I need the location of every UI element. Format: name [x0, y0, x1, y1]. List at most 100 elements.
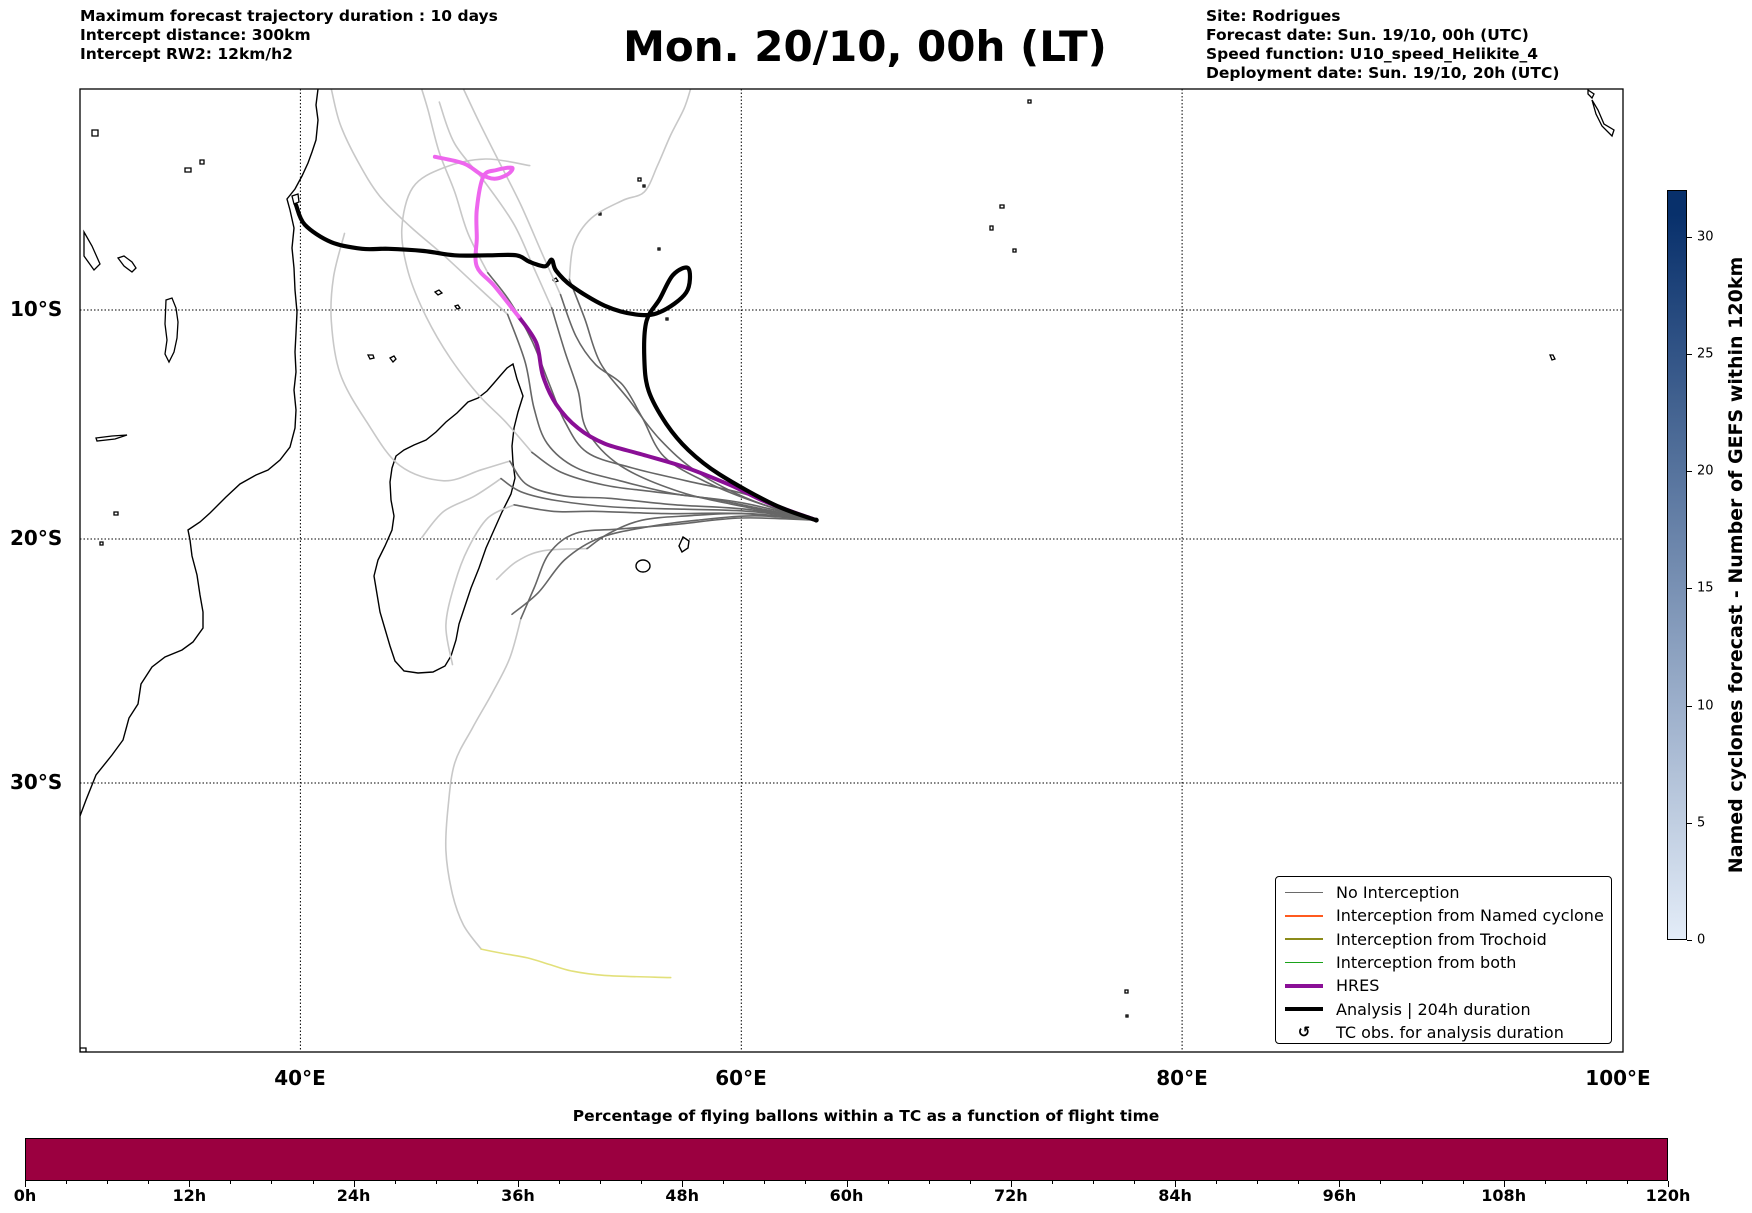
- analysis-track: [293, 202, 819, 523]
- ensemble-track-dark-4: [550, 307, 817, 521]
- colorbar-bottom-tick-label: 36h: [501, 1186, 535, 1205]
- colorbar-bottom-tick: [641, 1181, 643, 1184]
- ensemble-track-light-6: [445, 504, 515, 666]
- small-islands: [80, 89, 1615, 1052]
- site-text: Site: Rodrigues: [1206, 7, 1341, 25]
- colorbar-right-tick-label: 5: [1697, 815, 1706, 831]
- legend-item-both: Interception from both: [1282, 951, 1605, 974]
- map-gridlines: [80, 89, 1623, 1052]
- forecast-date-text: Forecast date: Sun. 19/10, 00h (UTC): [1206, 26, 1529, 44]
- legend-swatch-hres: [1285, 983, 1323, 988]
- colorbar-bottom-tick-label: 12h: [172, 1186, 207, 1205]
- colorbar-right-tick: [1687, 705, 1692, 707]
- legend-item-named-cyclone: Interception from Named cyclone: [1282, 904, 1605, 927]
- intercept-rw2-text: Intercept RW2: 12km/h2: [80, 45, 293, 63]
- ensemble-track-dark-2: [509, 460, 817, 521]
- legend-label-hres: HRES: [1336, 976, 1380, 996]
- ensemble-track-light-9: [420, 477, 502, 539]
- hres-track-late: [432, 154, 521, 319]
- header-left-info: Maximum forecast trajectory duration : 1…: [80, 7, 498, 64]
- madagascar-coastline: [373, 362, 524, 674]
- colorbar-bottom-tick: [517, 1181, 519, 1187]
- colorbar-bottom-tick: [394, 1181, 396, 1184]
- ensemble-tracks-yellow: [480, 948, 672, 979]
- hres-track-early: [516, 314, 819, 523]
- colorbar-right-tick: [1687, 940, 1692, 941]
- legend-swatch-no-interception: [1285, 891, 1323, 894]
- colorbar-bottom-tick: [682, 1181, 684, 1187]
- legend-swatch-named-cyclone: [1285, 915, 1323, 917]
- colorbar-right-tick: [1687, 588, 1692, 590]
- map-title: Mon. 20/10, 00h (LT): [623, 22, 1107, 71]
- ensemble-track-yellow-0: [480, 948, 672, 979]
- colorbar-bottom-tick: [723, 1181, 725, 1184]
- mauritius-island: [678, 535, 690, 554]
- legend-item-analysis: Analysis | 204h duration: [1282, 997, 1605, 1020]
- named-cyclones-colorbar-label: Named cyclones forecast - Number of GEFS…: [1725, 256, 1747, 874]
- lat-label-30s: 30°S: [10, 770, 63, 794]
- colorbar-bottom-tick: [600, 1181, 602, 1184]
- colorbar-bottom-tick: [969, 1181, 971, 1184]
- colorbar-bottom-tick: [66, 1181, 68, 1184]
- ensemble-tracks-dark: [487, 272, 817, 620]
- colorbar-right-tick: [1687, 236, 1692, 238]
- colorbar-bottom-tick: [1544, 1181, 1546, 1184]
- colorbar-bottom-tick: [887, 1181, 889, 1184]
- africa-coastline: [80, 89, 319, 817]
- lon-label-80e: 80°E: [1156, 1066, 1208, 1090]
- colorbar-bottom-tick-label: 120h: [1645, 1186, 1691, 1205]
- colorbar-bottom-tick-label: 96h: [1322, 1186, 1357, 1205]
- legend-label-both: Interception from both: [1336, 953, 1517, 973]
- map-legend: No Interception Interception from Named …: [1275, 876, 1612, 1044]
- ensemble-track-dark-11: [500, 477, 817, 521]
- colorbar-right-tick-label: 0: [1697, 932, 1706, 948]
- colorbar-bottom-tick: [805, 1181, 807, 1184]
- colorbar-bottom-tick-label: 24h: [336, 1186, 371, 1205]
- legend-item-trochoid: Interception from Trochoid: [1282, 928, 1605, 951]
- colorbar-bottom-tick-label: 84h: [1158, 1186, 1192, 1205]
- lon-label-100e: 100°E: [1585, 1066, 1651, 1090]
- legend-swatch-trochoid: [1285, 938, 1323, 940]
- ensemble-track-light-2: [438, 101, 553, 309]
- colorbar-bottom-tick: [1092, 1181, 1094, 1184]
- ensemble-track-light-0: [330, 89, 509, 316]
- ensemble-track-light-3: [568, 89, 692, 281]
- flight-time-colorbar-title: Percentage of flying ballons within a TC…: [572, 1107, 1160, 1125]
- speed-function-text: Speed function: U10_speed_Helikite_4: [1206, 45, 1539, 63]
- colorbar-bottom-tick: [1503, 1181, 1505, 1187]
- ensemble-track-dark-7: [586, 512, 817, 550]
- colorbar-right-tick-label: 20: [1697, 463, 1714, 479]
- colorbar-right-tick: [1687, 471, 1692, 473]
- ensemble-track-light-5: [330, 232, 511, 482]
- ensemble-track-dark-8: [531, 451, 817, 521]
- ensemble-track-dark-10: [559, 293, 817, 521]
- colorbar-bottom-tick: [1216, 1181, 1218, 1184]
- colorbar-bottom-tick: [1668, 1181, 1669, 1187]
- reunion-island: [635, 559, 651, 573]
- hres-track-group: [432, 154, 819, 523]
- launch-site-marker: [813, 517, 819, 523]
- colorbar-bottom-tick: [271, 1181, 273, 1184]
- colorbar-right-tick-label: 25: [1697, 346, 1714, 362]
- map-frame: [79, 88, 1624, 1053]
- colorbar-bottom-tick: [846, 1181, 848, 1187]
- tc-obs-marker-icon: ↺: [1297, 1023, 1311, 1042]
- named-cyclones-colorbar: [1667, 190, 1687, 940]
- colorbar-bottom-tick-label: 72h: [993, 1186, 1028, 1205]
- colorbar-bottom-tick: [1380, 1181, 1382, 1184]
- legend-swatch-both: [1285, 961, 1323, 964]
- colorbar-bottom-tick: [558, 1181, 560, 1184]
- legend-label-tc-obs: TC obs. for analysis duration: [1336, 1022, 1564, 1042]
- ensemble-track-dark-1: [506, 313, 817, 521]
- colorbar-bottom-tick: [25, 1181, 26, 1187]
- colorbar-bottom-tick: [1298, 1181, 1300, 1184]
- colorbar-bottom-tick: [1134, 1181, 1136, 1184]
- legend-label-analysis: Analysis | 204h duration: [1336, 999, 1531, 1019]
- colorbar-bottom-tick: [189, 1181, 191, 1187]
- colorbar-bottom-tick: [353, 1181, 355, 1187]
- colorbar-right-tick-label: 15: [1697, 580, 1714, 596]
- colorbar-bottom-tick: [1257, 1181, 1259, 1184]
- colorbar-bottom-tick-label: 60h: [829, 1186, 864, 1205]
- trajectory-duration-text: Maximum forecast trajectory duration : 1…: [80, 7, 498, 25]
- header-right-info: Site: Rodrigues Forecast date: Sun. 19/1…: [1206, 7, 1559, 83]
